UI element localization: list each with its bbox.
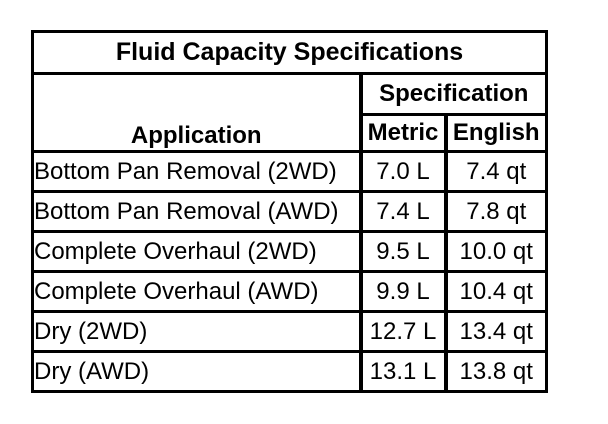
application-cell: Bottom Pan Removal (2WD) bbox=[31, 150, 362, 193]
metric-value-cell: 7.0 L bbox=[358, 150, 447, 193]
table-row: Dry (2WD) 12.7 L 13.4 qt bbox=[31, 310, 549, 353]
english-value-cell: 13.8 qt bbox=[443, 350, 549, 393]
column-header-application: Application bbox=[31, 72, 362, 153]
english-value-cell: 10.0 qt bbox=[443, 230, 549, 273]
application-cell: Complete Overhaul (AWD) bbox=[31, 270, 362, 313]
table-title: Fluid Capacity Specifications bbox=[30, 30, 549, 75]
english-value-cell: 7.8 qt bbox=[443, 190, 549, 233]
english-value-cell: 10.4 qt bbox=[443, 270, 549, 313]
english-value-cell: 7.4 qt bbox=[443, 150, 549, 193]
table-title-row: Fluid Capacity Specifications bbox=[30, 30, 549, 75]
metric-value-cell: 13.1 L bbox=[358, 350, 447, 393]
column-header-metric: Metric bbox=[358, 113, 447, 153]
application-cell: Bottom Pan Removal (AWD) bbox=[31, 190, 362, 233]
metric-value-cell: 12.7 L bbox=[358, 310, 447, 353]
table-row: Dry (AWD) 13.1 L 13.8 qt bbox=[31, 350, 549, 393]
metric-value-cell: 7.4 L bbox=[358, 190, 447, 233]
application-cell: Dry (2WD) bbox=[31, 310, 362, 353]
fluid-capacity-table: Fluid Capacity Specifications Applicatio… bbox=[30, 30, 549, 393]
table-header-row-specification: Application Specification bbox=[31, 72, 549, 153]
column-header-english: English bbox=[443, 113, 549, 153]
table-row: Bottom Pan Removal (2WD) 7.0 L 7.4 qt bbox=[31, 150, 549, 193]
table-row: Complete Overhaul (AWD) 9.9 L 10.4 qt bbox=[31, 270, 549, 313]
table-header-row-units: Metric English bbox=[33, 113, 549, 153]
column-header-specification: Specification bbox=[358, 72, 549, 116]
application-cell: Complete Overhaul (2WD) bbox=[31, 230, 362, 273]
english-value-cell: 13.4 qt bbox=[443, 310, 549, 353]
metric-value-cell: 9.5 L bbox=[358, 230, 447, 273]
table-row: Bottom Pan Removal (AWD) 7.4 L 7.8 qt bbox=[31, 190, 549, 233]
table-row: Complete Overhaul (2WD) 9.5 L 10.0 qt bbox=[31, 230, 549, 273]
metric-value-cell: 9.9 L bbox=[358, 270, 447, 313]
application-cell: Dry (AWD) bbox=[31, 350, 362, 393]
